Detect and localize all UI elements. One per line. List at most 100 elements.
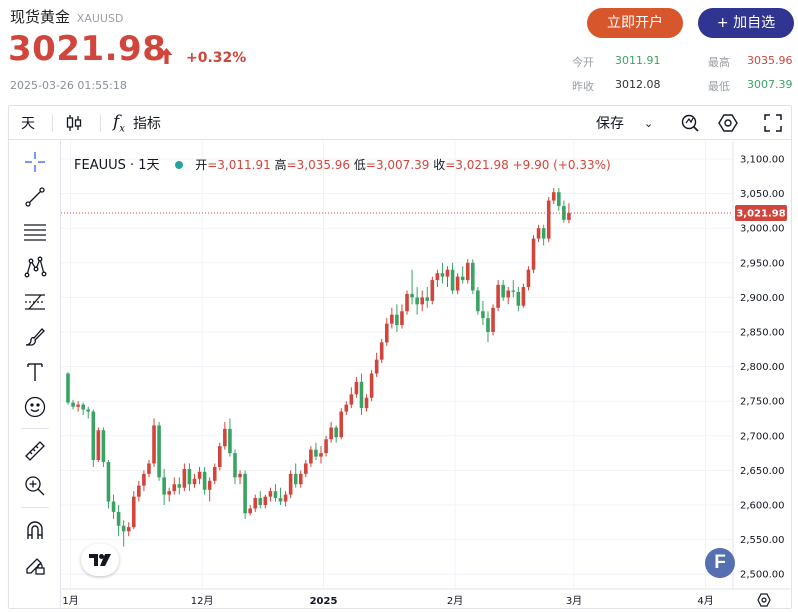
legend-open-value: =3,011.91 — [207, 158, 271, 172]
legend-close-value: =3,021.98 — [445, 158, 509, 172]
candle-up — [329, 427, 333, 440]
candle-up — [298, 473, 303, 485]
candle-up — [283, 494, 288, 502]
last-price-tag: 3,021.98 — [735, 204, 787, 221]
settings-hex-dot — [761, 597, 767, 603]
candle-down — [440, 273, 445, 277]
legend-high-label: 高 — [274, 158, 287, 172]
candle-up — [248, 508, 252, 514]
candle-style-icon[interactable] — [65, 106, 83, 140]
candle-up — [430, 280, 435, 301]
chevron-down-icon: ⌄ — [644, 116, 654, 130]
chart-settings-icon[interactable] — [757, 593, 771, 607]
candle-down — [293, 473, 298, 485]
indicators-button[interactable]: fx 指标 — [113, 106, 161, 140]
trend-line-icon[interactable] — [21, 183, 49, 211]
interval-button[interactable]: 天 — [21, 116, 35, 132]
chart-grid — [61, 141, 733, 589]
settings-icon[interactable] — [717, 106, 739, 140]
candle-up — [400, 311, 404, 326]
legend-low-label: 低 — [353, 158, 366, 172]
candle-down — [511, 290, 516, 292]
stat-prev-label: 昨收 — [572, 80, 594, 93]
candle-up — [496, 284, 500, 308]
candle-down — [481, 311, 485, 319]
price-tick-label: 2,950.00 — [740, 258, 785, 269]
ruler-icon[interactable] — [21, 437, 49, 465]
candle-up — [197, 471, 202, 479]
quote-timestamp: 2025-03-26 01:55:18 — [10, 79, 127, 92]
open-account-button[interactable]: 立即开户 — [587, 8, 683, 38]
candle-up — [455, 276, 460, 291]
up-arrow-icon — [160, 48, 173, 64]
candle-down — [101, 430, 106, 463]
candles — [66, 188, 571, 547]
candle-up — [131, 496, 136, 528]
text-icon[interactable] — [21, 358, 49, 386]
price-tick-label: 2,700.00 — [740, 431, 785, 442]
candle-down — [243, 473, 247, 514]
candle-up — [521, 287, 526, 306]
candle-down — [314, 449, 318, 457]
fullscreen-icon[interactable] — [763, 106, 783, 140]
candle-up — [349, 394, 354, 405]
brush-icon[interactable] — [21, 323, 49, 351]
magnet-icon[interactable] — [21, 516, 49, 544]
candle-up — [152, 425, 156, 464]
candle-up — [238, 473, 242, 478]
price-tick-label: 2,800.00 — [740, 362, 785, 373]
legend-change: +9.90 (+0.33%) — [512, 158, 611, 172]
indicators-label: 指标 — [132, 116, 161, 132]
candle-down — [501, 284, 505, 298]
tradingview-logo-icon — [89, 554, 111, 566]
save-button[interactable]: 保存 ⌄ — [596, 106, 653, 140]
toolbar-divider — [100, 114, 101, 132]
price-tick-label: 2,850.00 — [740, 328, 785, 339]
price-axis[interactable]: 3,100.00 3,050.00 3,000.00 2,950.00 2,900.00… — [740, 155, 785, 581]
alert-icon[interactable] — [681, 106, 701, 140]
stat-low-value: 3007.39 — [747, 78, 793, 91]
legend-close-label: 收 — [433, 158, 446, 172]
candle-up — [288, 473, 293, 495]
market-status-dot — [175, 161, 184, 169]
candle-down — [395, 314, 399, 326]
price-chart[interactable]: 3,100.00 3,050.00 3,000.00 2,950.00 2,900.00… — [9, 141, 791, 608]
f-brand-logo[interactable]: F — [705, 548, 735, 578]
stat-prev-value: 3012.08 — [615, 78, 661, 91]
legend-open-label: 开 — [195, 158, 208, 172]
candle-up — [405, 293, 409, 312]
candle-up — [309, 449, 313, 464]
zoom-in-icon[interactable] — [21, 472, 49, 500]
instrument-code: XAUUSD — [76, 12, 124, 25]
candle-up — [551, 192, 556, 201]
candle-up — [390, 314, 394, 324]
candle-up — [207, 480, 212, 490]
candle-up — [253, 498, 258, 509]
instrument-name: 现货黄金 — [10, 8, 71, 26]
price-tick-label: 2,500.00 — [740, 570, 785, 581]
candle-down — [486, 318, 490, 332]
legend-symbol[interactable]: FEAUUS · 1天 — [74, 158, 160, 173]
crosshair-icon[interactable] — [21, 148, 49, 176]
candle-down — [81, 404, 85, 410]
tradingview-logo[interactable] — [81, 544, 119, 576]
lock-pencil-icon[interactable] — [21, 551, 49, 579]
time-axis[interactable]: 1月 12月 2025 2月 3月 4月 — [62, 595, 713, 607]
save-label: 保存 — [596, 116, 624, 132]
fib-icon[interactable] — [21, 288, 49, 316]
candle-up — [192, 478, 197, 485]
candle-up — [369, 373, 374, 398]
stat-high-label: 最高 — [708, 56, 730, 69]
candle-down — [111, 501, 116, 512]
candle-up — [536, 228, 541, 239]
candle-down — [334, 427, 338, 438]
add-watchlist-button[interactable]: + 加自选 — [698, 8, 794, 38]
candle-down — [557, 192, 561, 207]
candle-down — [66, 373, 70, 403]
emoji-icon[interactable] — [21, 393, 49, 421]
candle-down — [162, 477, 166, 495]
horizontal-lines-icon[interactable] — [21, 218, 49, 246]
candle-down — [415, 297, 419, 305]
pattern-icon[interactable] — [21, 253, 49, 281]
candle-up — [465, 262, 470, 281]
